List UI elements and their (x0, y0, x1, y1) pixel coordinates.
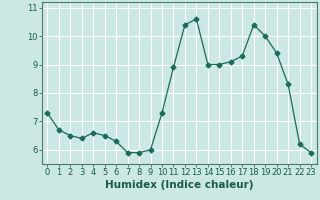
X-axis label: Humidex (Indice chaleur): Humidex (Indice chaleur) (105, 180, 253, 190)
